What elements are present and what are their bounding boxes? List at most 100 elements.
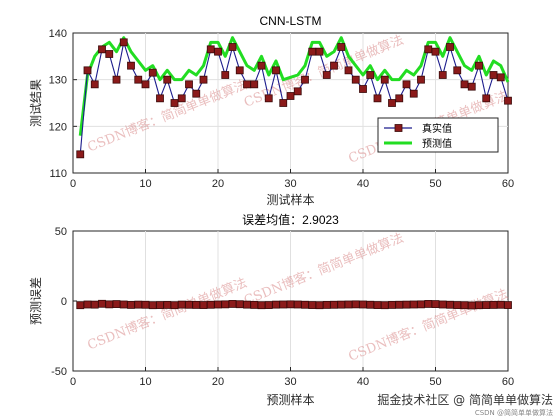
data-point-actual xyxy=(206,45,215,54)
data-point-error xyxy=(373,301,382,309)
data-point-actual xyxy=(453,66,462,75)
data-point-actual xyxy=(308,47,317,56)
data-point-actual xyxy=(351,75,360,84)
data-point-actual xyxy=(221,71,230,79)
x-tick-label: 40 xyxy=(357,178,369,190)
data-point-actual xyxy=(489,71,498,79)
data-point-actual xyxy=(482,94,491,103)
x-tick-label: 20 xyxy=(212,376,224,388)
data-point-error xyxy=(366,300,375,309)
data-point-error xyxy=(141,300,150,309)
y-tick-label: -50 xyxy=(51,366,67,378)
x-tick-label: 50 xyxy=(429,178,441,190)
data-point-error xyxy=(460,301,469,310)
data-point-actual xyxy=(163,75,172,84)
data-point-error xyxy=(214,300,222,309)
data-point-actual xyxy=(83,66,92,75)
data-point-error xyxy=(453,301,462,309)
data-point-error xyxy=(322,301,331,309)
data-point-actual xyxy=(134,75,143,84)
ticks-1: 0 10 20 30 40 50 60 110 120 130 140 xyxy=(49,28,514,190)
y-tick-label: 50 xyxy=(55,226,67,238)
data-point-actual xyxy=(330,61,338,70)
data-point-actual xyxy=(141,80,150,89)
data-point-error xyxy=(177,300,186,309)
data-point-actual xyxy=(119,38,128,47)
legend: 真实值 预测值 xyxy=(377,117,499,153)
data-point-error xyxy=(402,300,411,309)
data-point-error xyxy=(293,300,302,309)
series-layer-2 xyxy=(76,299,512,310)
data-point-error xyxy=(243,300,251,309)
data-point-actual xyxy=(293,87,302,96)
chart-cnn-lstm: CSDN博客：简简单单做算法CSDN博客：简简单单做算法CSDN博客：简简单单做… xyxy=(28,14,514,207)
data-point-actual xyxy=(496,73,505,82)
data-point-actual xyxy=(192,89,201,98)
data-point-error xyxy=(206,300,215,309)
y-tick-label: 120 xyxy=(49,121,67,133)
data-point-error xyxy=(119,300,128,309)
data-point-error xyxy=(344,300,353,309)
data-point-error xyxy=(279,300,288,309)
y-tick-label: 110 xyxy=(49,168,67,180)
data-point-actual xyxy=(177,94,186,103)
chart-title-1: CNN-LSTM xyxy=(260,14,322,28)
legend-marker-actual xyxy=(394,124,403,132)
data-point-actual xyxy=(235,66,244,75)
data-point-actual xyxy=(105,50,114,58)
y-tick-label: 0 xyxy=(61,296,67,308)
data-point-error xyxy=(228,300,237,308)
y-axis-label-2: 预测误差 xyxy=(29,277,43,325)
data-point-error xyxy=(330,300,338,309)
series-layer-1 xyxy=(76,36,512,159)
data-point-actual xyxy=(504,96,512,105)
data-point-actual xyxy=(272,66,280,75)
data-point-error xyxy=(388,301,396,309)
data-point-actual xyxy=(243,80,251,89)
data-point-error xyxy=(315,301,324,310)
y-tick-label: 130 xyxy=(49,75,67,87)
data-point-actual xyxy=(337,43,346,51)
data-point-error xyxy=(185,300,193,309)
data-point-error xyxy=(163,301,172,309)
data-point-actual xyxy=(76,150,85,159)
data-point-actual xyxy=(373,94,382,103)
data-point-actual xyxy=(388,99,396,107)
data-point-actual xyxy=(264,94,273,103)
data-point-error xyxy=(98,299,106,308)
data-point-actual xyxy=(409,89,418,98)
data-point-actual xyxy=(112,75,121,84)
data-point-error xyxy=(235,300,244,309)
data-point-actual xyxy=(199,75,208,84)
x-axis-label-1: 测试样本 xyxy=(266,192,314,207)
data-point-actual xyxy=(460,80,469,89)
data-point-error xyxy=(504,301,512,309)
y-axis-label-1: 测试结果 xyxy=(28,79,43,127)
data-point-actual xyxy=(127,61,135,70)
footer-brand: 掘金技术社区 @ 简简单单做算法 xyxy=(377,392,553,407)
footer-bg xyxy=(326,388,560,420)
data-point-actual xyxy=(322,71,331,79)
legend-label-actual: 真实值 xyxy=(422,122,452,135)
data-point-error xyxy=(170,301,179,310)
data-point-actual xyxy=(148,68,157,77)
x-tick-label: 10 xyxy=(139,178,151,190)
data-point-error xyxy=(424,300,433,308)
legend-entry-actual: 真实值 xyxy=(384,122,452,135)
data-point-actual xyxy=(315,47,324,56)
data-point-actual xyxy=(438,71,447,79)
data-point-error xyxy=(272,300,280,309)
data-point-actual xyxy=(366,71,375,79)
data-point-error xyxy=(264,301,273,309)
data-point-error xyxy=(489,301,498,309)
data-point-error xyxy=(257,301,266,310)
y-tick-label: 140 xyxy=(49,28,67,40)
data-point-error xyxy=(496,300,505,309)
data-point-actual xyxy=(279,99,288,107)
data-point-error xyxy=(301,300,309,309)
data-point-error xyxy=(192,301,201,309)
data-point-error xyxy=(148,301,157,310)
x-tick-label: 0 xyxy=(70,376,76,388)
data-point-error xyxy=(359,300,367,309)
data-point-error xyxy=(112,300,121,308)
